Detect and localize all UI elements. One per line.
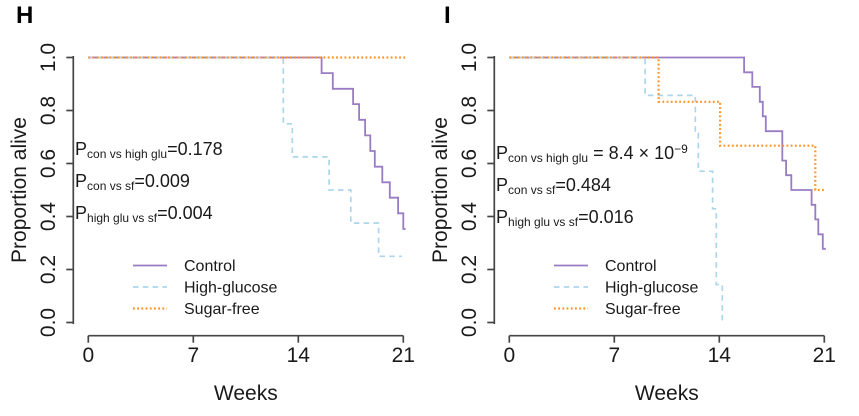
y-tick-label: 0.4 [37, 202, 60, 232]
y-tick-label: 0.8 [37, 96, 60, 125]
x-tick-label: 7 [608, 344, 620, 367]
legend-label: Control [184, 258, 236, 275]
y-tick-label: 0.2 [458, 255, 481, 284]
x-axis-title: Weeks [635, 382, 699, 405]
y-axis-title: Proportion alive [8, 117, 31, 263]
legend-label: High-glucose [184, 280, 277, 297]
x-tick-label: 14 [708, 344, 732, 367]
panel-label-I: I [444, 2, 451, 29]
panel-H: H 0.0 0.2 0.4 0.6 0.8 1.0 0 7 14 21 Weeks Proportio… [8, 2, 415, 405]
y-axis-title: Proportion alive [429, 117, 452, 263]
pvalue-annotations-H: Pcon vs high glu=0.178 Pcon vs sf=0.009 Ph… [75, 136, 223, 232]
x-tick-label: 0 [82, 344, 94, 367]
y-tick-label: 0.6 [37, 149, 60, 178]
y-tick-label: 1.0 [37, 43, 60, 72]
curve-high-glucose [88, 56, 402, 258]
panel-label-H: H [16, 2, 34, 29]
survival-plot-I: 0.0 0.2 0.4 0.6 0.8 1.0 0 7 14 21 Weeks Proportion … [429, 43, 836, 405]
y-tick-label: 0.4 [458, 202, 481, 232]
pvalue-line: Phigh glu vs sf=0.016 [496, 207, 634, 229]
y-tick-label: 0.6 [458, 149, 481, 178]
legend-label: Sugar-free [605, 301, 681, 318]
curve-sugar-free [509, 56, 826, 192]
pvalue-line: Pcon vs sf=0.009 [75, 171, 190, 193]
y-tick-label: 1.0 [458, 43, 481, 72]
x-tick-label: 21 [813, 344, 836, 367]
y-tick-label: 0.8 [458, 96, 481, 125]
pvalue-line: Pcon vs high glu=0.178 [75, 139, 223, 161]
legend-label: Sugar-free [184, 301, 260, 318]
curve-control [509, 56, 826, 250]
survival-plot-H: 0.0 0.2 0.4 0.6 0.8 1.0 0 7 14 21 Weeks Proportion … [8, 43, 415, 405]
y-tick-label: 0.0 [458, 308, 481, 337]
x-tick-label: 14 [287, 344, 311, 367]
pvalue-annotations-I: Pcon vs high glu = 8.4 × 10−9 Pcon vs sf=… [496, 136, 688, 236]
legend-label: High-glucose [605, 280, 698, 297]
x-tick-label: 21 [392, 344, 415, 367]
y-tick-label: 0.2 [37, 255, 60, 284]
x-tick-label: 7 [187, 344, 199, 367]
y-tick-label: 0.0 [37, 308, 60, 337]
pvalue-line: Pcon vs sf=0.484 [496, 175, 611, 197]
pvalue-line: Phigh glu vs sf=0.004 [75, 203, 213, 225]
curve-high-glucose [509, 56, 724, 323]
pvalue-line: Pcon vs high glu = 8.4 × 10−9 [496, 142, 688, 165]
x-axis-title: Weeks [214, 382, 278, 405]
x-tick-label: 0 [503, 344, 515, 367]
legend-label: Control [605, 258, 657, 275]
panel-I: I 0.0 0.2 0.4 0.6 0.8 1.0 0 7 14 21 Weeks Proportio… [421, 0, 859, 416]
curve-control [88, 56, 406, 230]
